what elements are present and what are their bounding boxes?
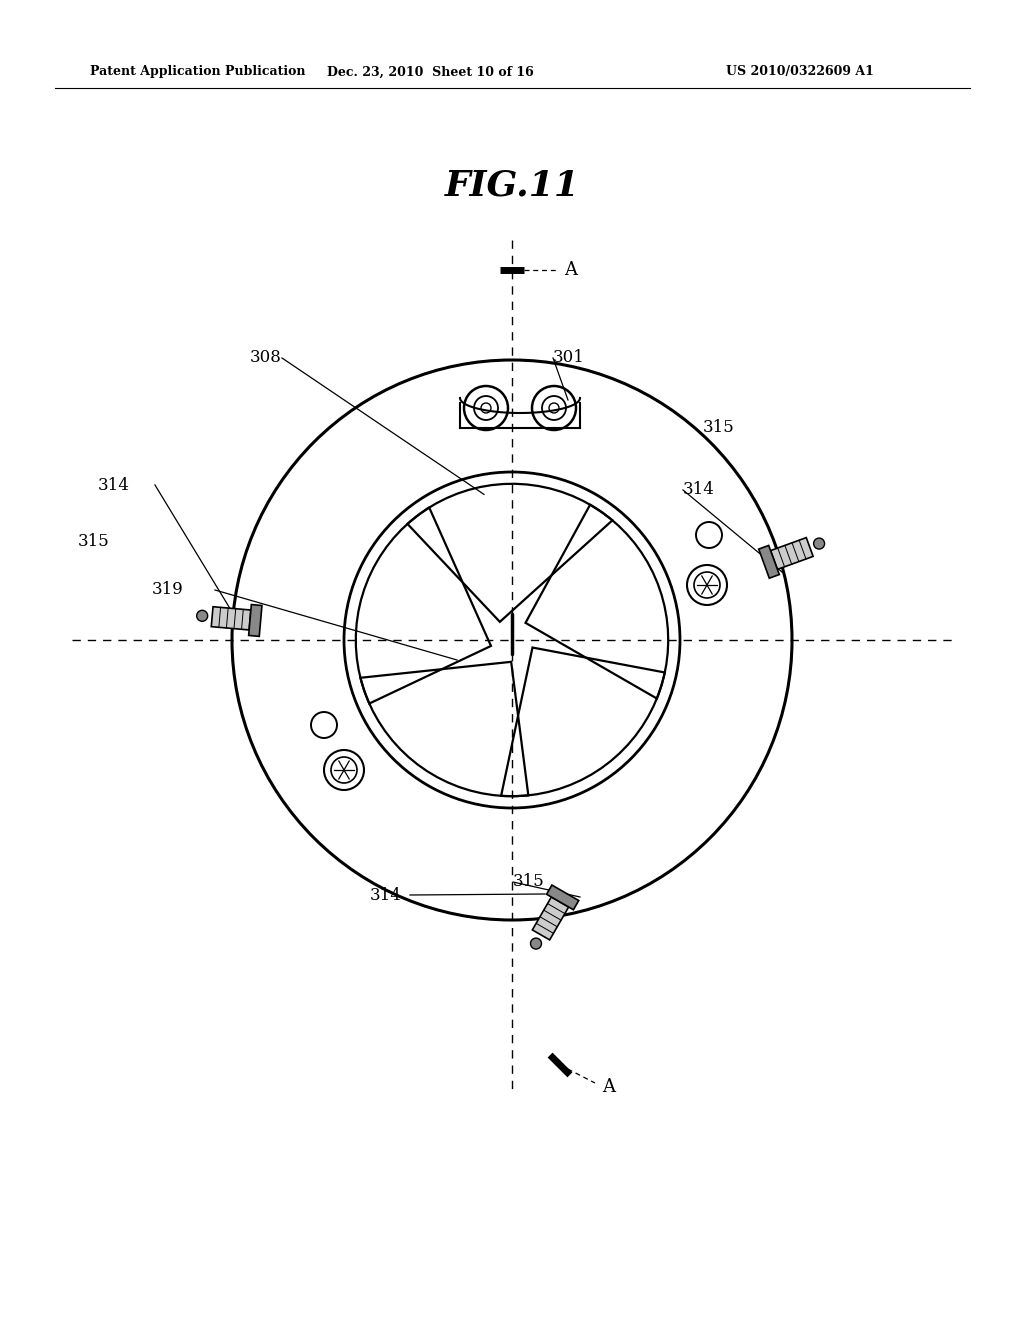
Polygon shape [759,545,779,578]
Circle shape [814,539,824,549]
Polygon shape [547,884,579,909]
Text: 314: 314 [683,482,715,499]
Text: Dec. 23, 2010  Sheet 10 of 16: Dec. 23, 2010 Sheet 10 of 16 [327,66,534,78]
Polygon shape [249,605,262,636]
Text: 308: 308 [250,350,282,367]
Polygon shape [532,898,568,940]
Text: 315: 315 [513,874,545,891]
Circle shape [197,610,208,622]
Circle shape [530,939,542,949]
Text: US 2010/0322609 A1: US 2010/0322609 A1 [726,66,873,78]
Text: A: A [602,1078,615,1096]
Text: 314: 314 [98,477,130,494]
Text: Patent Application Publication: Patent Application Publication [90,66,305,78]
Text: 319: 319 [152,582,183,598]
Text: 315: 315 [703,420,735,437]
Polygon shape [211,607,251,630]
Text: 314: 314 [370,887,402,903]
Text: 315: 315 [78,533,110,550]
Text: FIG.11: FIG.11 [444,168,580,202]
Text: 301: 301 [553,350,585,367]
Text: A: A [564,261,577,279]
Polygon shape [771,537,813,569]
